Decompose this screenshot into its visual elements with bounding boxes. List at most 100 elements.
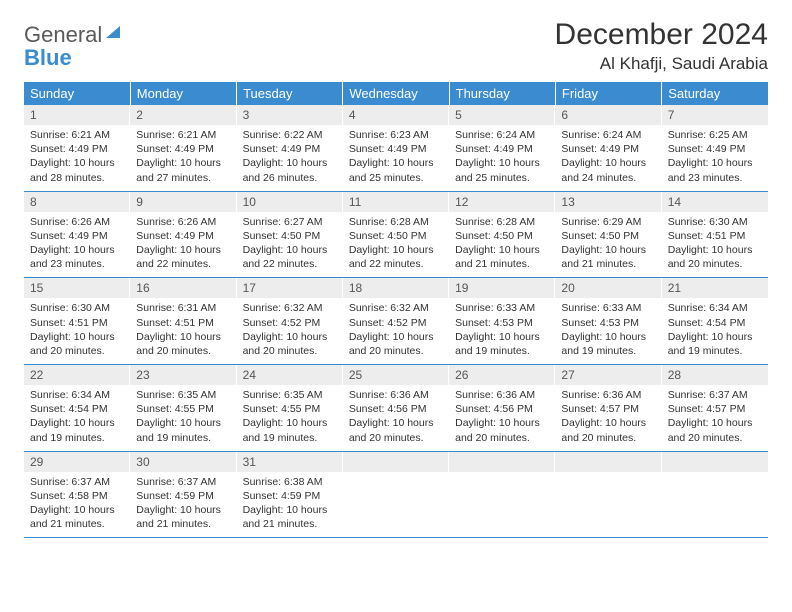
day-number: 22 [24, 365, 130, 385]
calendar-cell: 7Sunrise: 6:25 AMSunset: 4:49 PMDaylight… [662, 105, 768, 191]
day-content: Sunrise: 6:33 AMSunset: 4:53 PMDaylight:… [449, 298, 555, 364]
day-content: Sunrise: 6:24 AMSunset: 4:49 PMDaylight:… [449, 125, 555, 191]
day-content: Sunrise: 6:32 AMSunset: 4:52 PMDaylight:… [343, 298, 449, 364]
day-content: Sunrise: 6:26 AMSunset: 4:49 PMDaylight:… [24, 212, 130, 278]
day-number: 18 [343, 278, 449, 298]
day-content: Sunrise: 6:28 AMSunset: 4:50 PMDaylight:… [449, 212, 555, 278]
calendar-cell: 5Sunrise: 6:24 AMSunset: 4:49 PMDaylight… [449, 105, 555, 191]
day-content: Sunrise: 6:26 AMSunset: 4:49 PMDaylight:… [130, 212, 236, 278]
day-content: Sunrise: 6:36 AMSunset: 4:56 PMDaylight:… [449, 385, 555, 451]
calendar-cell [449, 451, 555, 538]
logo: General Blue [24, 18, 122, 70]
weekday-header: Thursday [449, 82, 555, 105]
day-content: Sunrise: 6:24 AMSunset: 4:49 PMDaylight:… [555, 125, 661, 191]
weekday-header: Saturday [662, 82, 768, 105]
day-number: 28 [662, 365, 768, 385]
day-content: Sunrise: 6:33 AMSunset: 4:53 PMDaylight:… [555, 298, 661, 364]
day-content: Sunrise: 6:34 AMSunset: 4:54 PMDaylight:… [662, 298, 768, 364]
day-number-empty [343, 452, 449, 472]
calendar-row: 22Sunrise: 6:34 AMSunset: 4:54 PMDayligh… [24, 365, 768, 452]
day-number: 2 [130, 105, 236, 125]
calendar-body: 1Sunrise: 6:21 AMSunset: 4:49 PMDaylight… [24, 105, 768, 538]
day-number-empty [555, 452, 661, 472]
day-content: Sunrise: 6:25 AMSunset: 4:49 PMDaylight:… [662, 125, 768, 191]
day-content: Sunrise: 6:30 AMSunset: 4:51 PMDaylight:… [24, 298, 130, 364]
day-number: 3 [237, 105, 343, 125]
location: Al Khafji, Saudi Arabia [555, 54, 768, 74]
day-number: 20 [555, 278, 661, 298]
calendar-cell: 4Sunrise: 6:23 AMSunset: 4:49 PMDaylight… [343, 105, 449, 191]
calendar-cell: 27Sunrise: 6:36 AMSunset: 4:57 PMDayligh… [555, 365, 661, 452]
day-number: 25 [343, 365, 449, 385]
calendar-cell: 15Sunrise: 6:30 AMSunset: 4:51 PMDayligh… [24, 278, 130, 365]
day-content: Sunrise: 6:31 AMSunset: 4:51 PMDaylight:… [130, 298, 236, 364]
calendar-row: 29Sunrise: 6:37 AMSunset: 4:58 PMDayligh… [24, 451, 768, 538]
weekday-header-row: SundayMondayTuesdayWednesdayThursdayFrid… [24, 82, 768, 105]
day-number: 30 [130, 452, 236, 472]
day-content-empty [662, 472, 768, 522]
day-number: 11 [343, 192, 449, 212]
title-block: December 2024 Al Khafji, Saudi Arabia [555, 18, 768, 74]
calendar-cell: 28Sunrise: 6:37 AMSunset: 4:57 PMDayligh… [662, 365, 768, 452]
day-content: Sunrise: 6:37 AMSunset: 4:57 PMDaylight:… [662, 385, 768, 451]
day-number: 26 [449, 365, 555, 385]
weekday-header: Friday [555, 82, 661, 105]
day-number: 5 [449, 105, 555, 125]
sail-icon [104, 24, 122, 45]
day-number: 31 [237, 452, 343, 472]
day-number: 19 [449, 278, 555, 298]
day-content-empty [343, 472, 449, 522]
day-number: 1 [24, 105, 130, 125]
day-content: Sunrise: 6:37 AMSunset: 4:58 PMDaylight:… [24, 472, 130, 538]
day-content: Sunrise: 6:35 AMSunset: 4:55 PMDaylight:… [237, 385, 343, 451]
weekday-header: Monday [130, 82, 236, 105]
day-number: 8 [24, 192, 130, 212]
day-content: Sunrise: 6:37 AMSunset: 4:59 PMDaylight:… [130, 472, 236, 538]
calendar-row: 15Sunrise: 6:30 AMSunset: 4:51 PMDayligh… [24, 278, 768, 365]
calendar-cell [662, 451, 768, 538]
day-number: 9 [130, 192, 236, 212]
day-content: Sunrise: 6:21 AMSunset: 4:49 PMDaylight:… [130, 125, 236, 191]
calendar-cell: 26Sunrise: 6:36 AMSunset: 4:56 PMDayligh… [449, 365, 555, 452]
calendar-cell: 3Sunrise: 6:22 AMSunset: 4:49 PMDaylight… [237, 105, 343, 191]
calendar-cell: 16Sunrise: 6:31 AMSunset: 4:51 PMDayligh… [130, 278, 236, 365]
calendar-cell: 9Sunrise: 6:26 AMSunset: 4:49 PMDaylight… [130, 191, 236, 278]
calendar-cell: 11Sunrise: 6:28 AMSunset: 4:50 PMDayligh… [343, 191, 449, 278]
calendar-cell: 23Sunrise: 6:35 AMSunset: 4:55 PMDayligh… [130, 365, 236, 452]
calendar-cell: 1Sunrise: 6:21 AMSunset: 4:49 PMDaylight… [24, 105, 130, 191]
calendar-cell: 29Sunrise: 6:37 AMSunset: 4:58 PMDayligh… [24, 451, 130, 538]
day-number: 15 [24, 278, 130, 298]
calendar-cell: 8Sunrise: 6:26 AMSunset: 4:49 PMDaylight… [24, 191, 130, 278]
calendar-cell [343, 451, 449, 538]
calendar-cell: 31Sunrise: 6:38 AMSunset: 4:59 PMDayligh… [237, 451, 343, 538]
header: General Blue December 2024 Al Khafji, Sa… [24, 18, 768, 74]
day-content: Sunrise: 6:21 AMSunset: 4:49 PMDaylight:… [24, 125, 130, 191]
calendar-cell: 2Sunrise: 6:21 AMSunset: 4:49 PMDaylight… [130, 105, 236, 191]
day-content: Sunrise: 6:27 AMSunset: 4:50 PMDaylight:… [237, 212, 343, 278]
day-content: Sunrise: 6:28 AMSunset: 4:50 PMDaylight:… [343, 212, 449, 278]
day-number: 23 [130, 365, 236, 385]
calendar-cell: 24Sunrise: 6:35 AMSunset: 4:55 PMDayligh… [237, 365, 343, 452]
calendar-row: 8Sunrise: 6:26 AMSunset: 4:49 PMDaylight… [24, 191, 768, 278]
calendar-cell: 6Sunrise: 6:24 AMSunset: 4:49 PMDaylight… [555, 105, 661, 191]
calendar-cell: 10Sunrise: 6:27 AMSunset: 4:50 PMDayligh… [237, 191, 343, 278]
day-number: 24 [237, 365, 343, 385]
calendar-row: 1Sunrise: 6:21 AMSunset: 4:49 PMDaylight… [24, 105, 768, 191]
day-content: Sunrise: 6:36 AMSunset: 4:56 PMDaylight:… [343, 385, 449, 451]
calendar-cell: 30Sunrise: 6:37 AMSunset: 4:59 PMDayligh… [130, 451, 236, 538]
day-content: Sunrise: 6:36 AMSunset: 4:57 PMDaylight:… [555, 385, 661, 451]
day-number: 14 [662, 192, 768, 212]
day-content: Sunrise: 6:34 AMSunset: 4:54 PMDaylight:… [24, 385, 130, 451]
day-number: 6 [555, 105, 661, 125]
day-number: 21 [662, 278, 768, 298]
day-number: 7 [662, 105, 768, 125]
weekday-header: Sunday [24, 82, 130, 105]
calendar-cell: 17Sunrise: 6:32 AMSunset: 4:52 PMDayligh… [237, 278, 343, 365]
day-content: Sunrise: 6:30 AMSunset: 4:51 PMDaylight:… [662, 212, 768, 278]
weekday-header: Wednesday [343, 82, 449, 105]
day-content: Sunrise: 6:35 AMSunset: 4:55 PMDaylight:… [130, 385, 236, 451]
day-number: 10 [237, 192, 343, 212]
day-content: Sunrise: 6:29 AMSunset: 4:50 PMDaylight:… [555, 212, 661, 278]
day-content: Sunrise: 6:38 AMSunset: 4:59 PMDaylight:… [237, 472, 343, 538]
day-number: 12 [449, 192, 555, 212]
